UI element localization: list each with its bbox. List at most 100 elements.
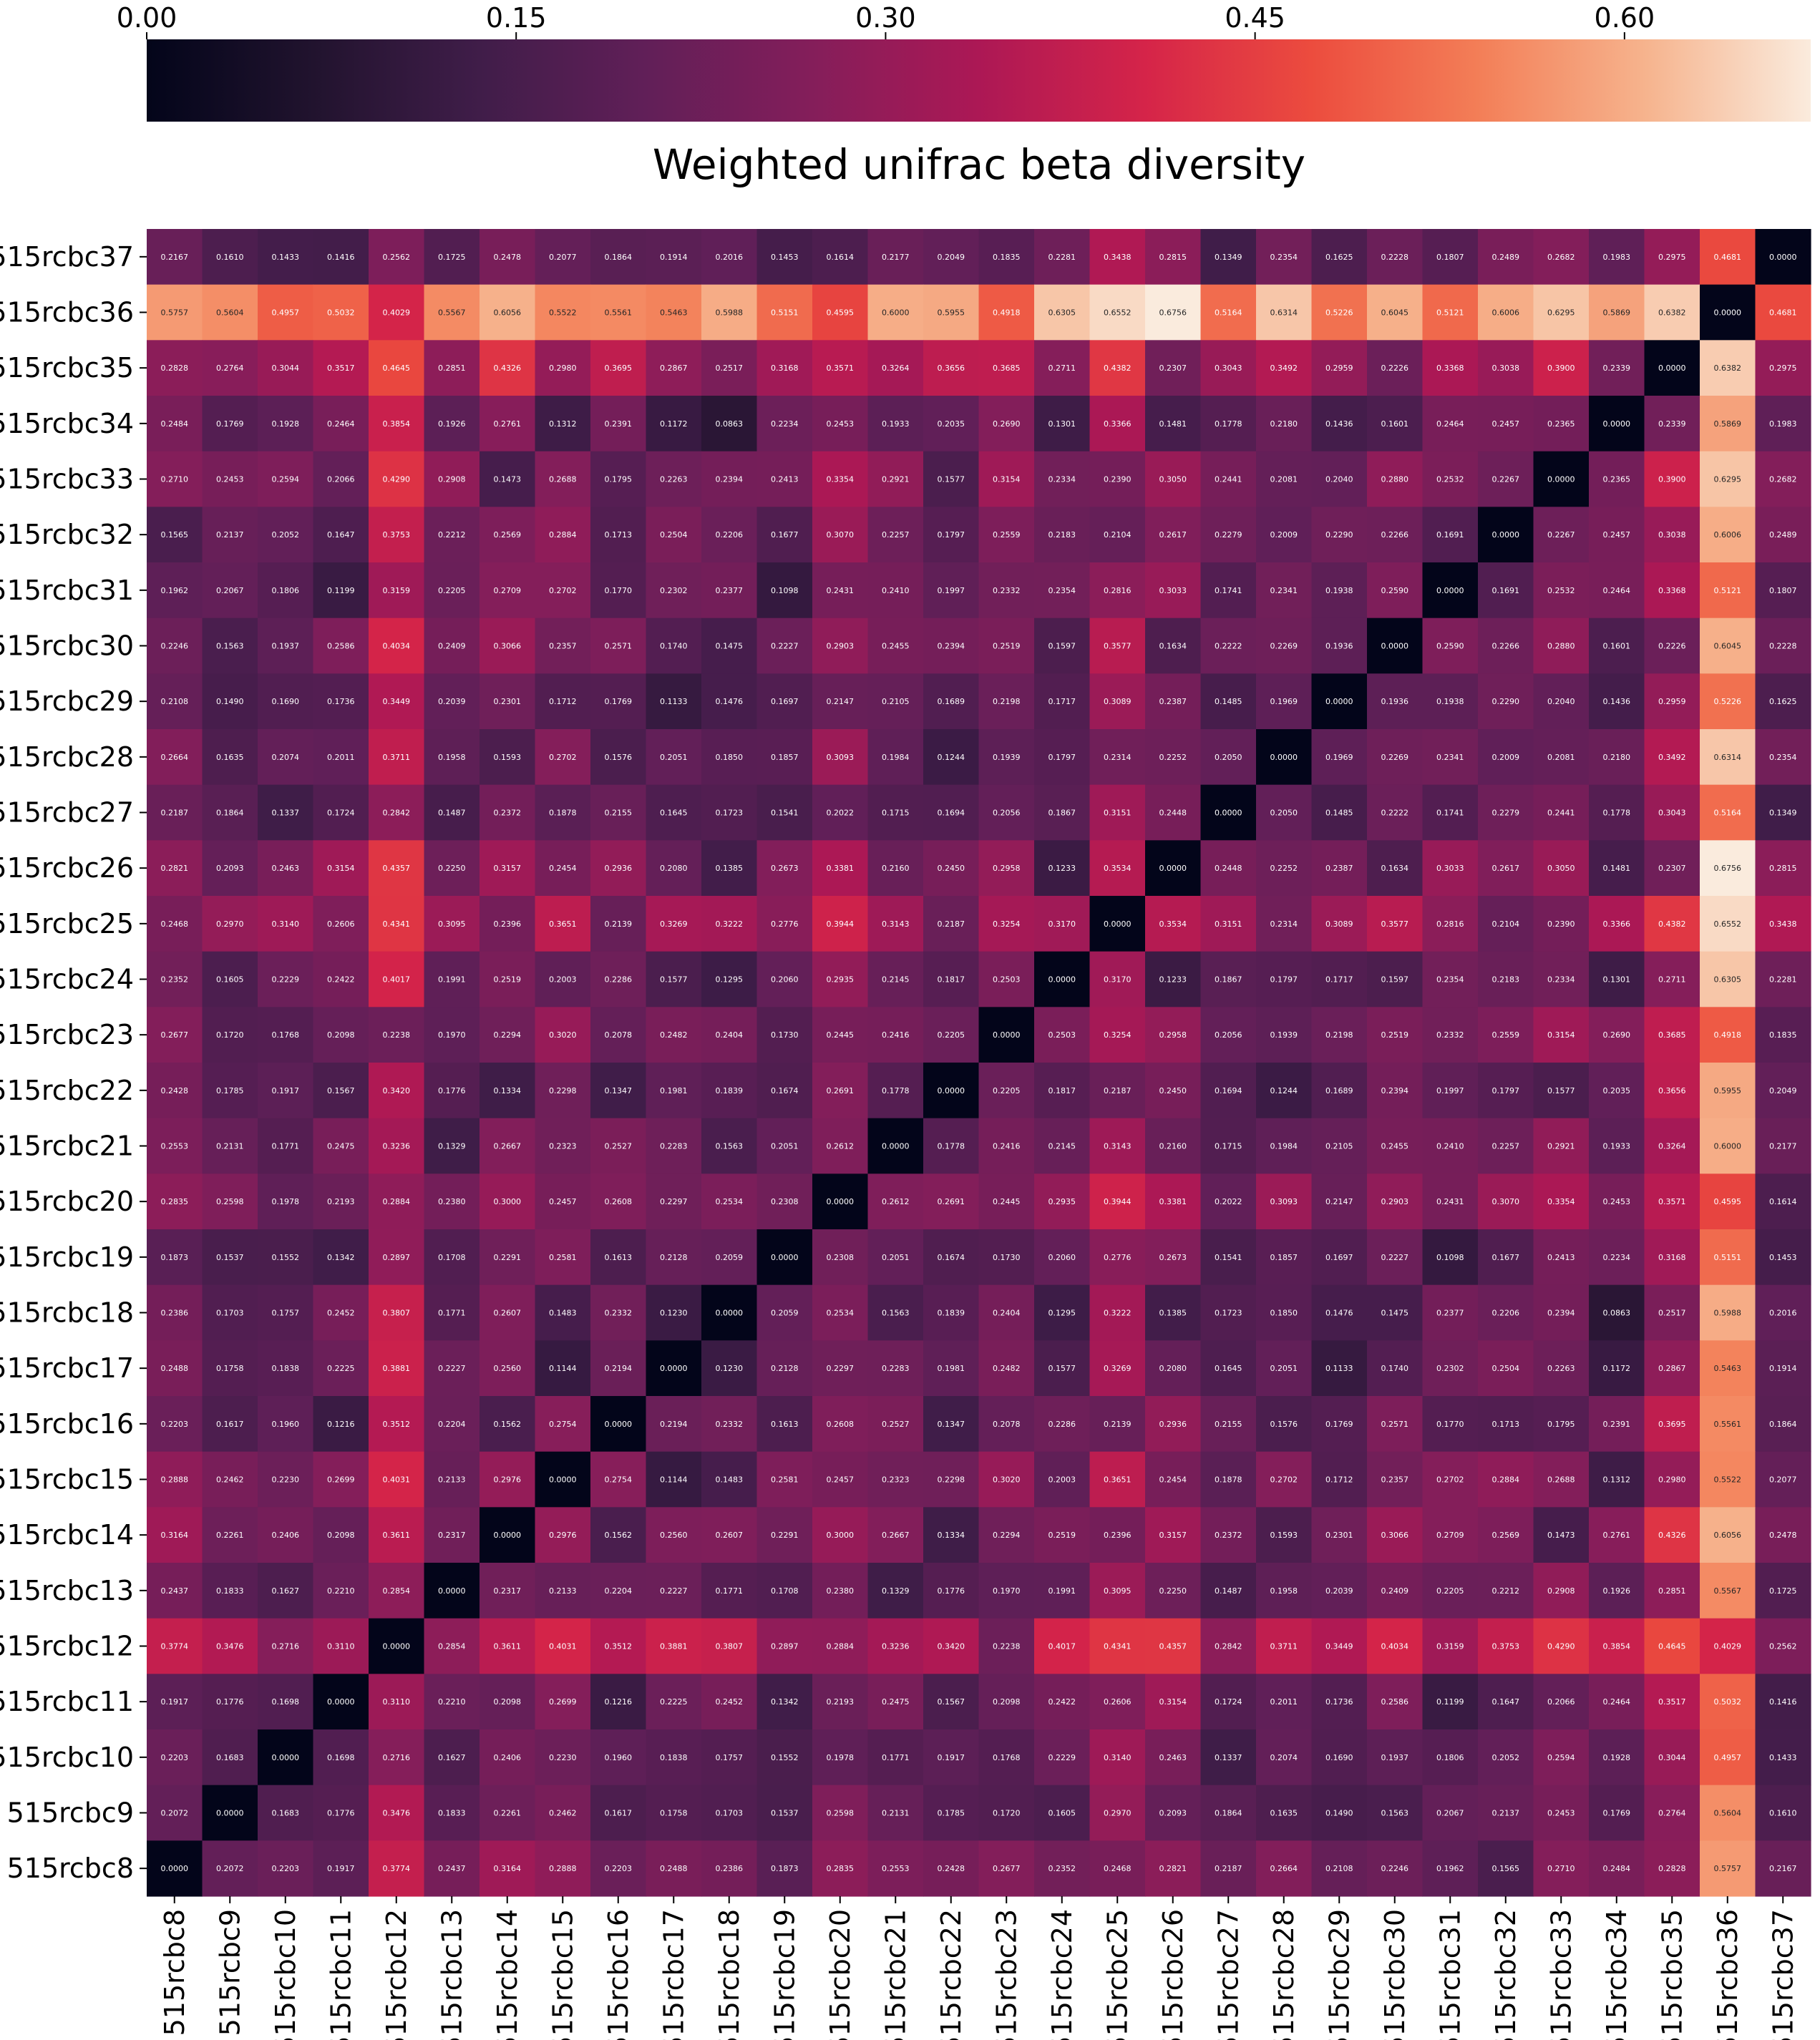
cell-value-label: 0.2066 [1547, 1697, 1575, 1707]
cell-value-label: 0.1453 [771, 253, 799, 262]
y-tick-label: 515rcbc31 [0, 575, 134, 606]
cell-value-label: 0.1144 [660, 1475, 688, 1485]
cell-value-label: 0.1776 [438, 1086, 466, 1095]
heatmap-cell [313, 840, 369, 897]
cell-value-label: 0.3534 [1159, 919, 1187, 929]
heatmap-cell [258, 229, 314, 285]
heatmap-cell [202, 507, 258, 563]
heatmap-cell [1644, 562, 1700, 619]
cell-value-label: 0.2453 [1547, 1809, 1575, 1818]
cell-value-label: 0.1567 [938, 1697, 965, 1707]
heatmap-cell [1034, 1007, 1091, 1063]
heatmap-cell [202, 340, 258, 396]
cell-value-label: 0.1481 [1603, 864, 1631, 873]
cell-value-label: 0.3236 [882, 1642, 910, 1651]
cell-value-label: 0.1473 [1547, 1531, 1575, 1540]
cell-value-label: 0.1342 [771, 1697, 799, 1707]
heatmap-cell [923, 729, 980, 786]
heatmap-cell [1200, 1618, 1257, 1674]
colorbar: 0.00 0.15 0.30 0.45 0.60 [117, 2, 1811, 122]
heatmap-cell [1755, 1396, 1811, 1453]
heatmap-cell [202, 396, 258, 452]
cell-value-label: 0.2452 [327, 1309, 355, 1318]
colorbar-ticks: 0.00 0.15 0.30 0.45 0.60 [117, 2, 1655, 39]
heatmap-cell [1644, 1674, 1700, 1730]
heatmap-cell [867, 1618, 924, 1674]
cell-value-label: 0.2532 [1436, 475, 1464, 484]
heatmap-cell [1034, 1340, 1091, 1397]
cell-value-label: 0.5463 [660, 308, 688, 318]
heatmap-cell [1034, 451, 1091, 507]
cell-value-label: 0.2764 [1658, 1809, 1686, 1818]
heatmap-cell [258, 1563, 314, 1619]
heatmap-cell [313, 1451, 369, 1508]
cell-value-label: 0.2453 [216, 475, 244, 484]
heatmap-cell [867, 840, 924, 897]
cell-value-label: 0.2039 [438, 697, 466, 706]
heatmap-cell [1533, 1729, 1590, 1786]
heatmap-cell [590, 840, 647, 897]
cell-value-label: 0.1349 [1769, 809, 1797, 818]
heatmap-cell [756, 618, 813, 674]
cell-value-label: 0.2478 [1769, 1531, 1797, 1540]
heatmap-cell [812, 340, 869, 396]
heatmap-cell [1311, 229, 1368, 285]
heatmap-cell [480, 1451, 536, 1508]
heatmap-cell [424, 1451, 480, 1508]
cell-value-label: 0.2682 [1769, 475, 1797, 484]
heatmap-cell [1034, 784, 1091, 841]
cell-value-label: 0.5955 [938, 308, 965, 318]
cell-value-label: 0.1991 [438, 975, 466, 985]
cell-value-label: 0.0000 [1381, 642, 1409, 651]
heatmap-cell [1755, 562, 1811, 619]
cell-value-label: 0.2160 [1159, 1142, 1187, 1151]
heatmap-cell [1700, 1507, 1756, 1563]
cell-value-label: 0.3611 [383, 1531, 411, 1540]
cell-value-label: 0.2035 [938, 419, 965, 429]
heatmap-cell [1311, 784, 1368, 841]
cell-value-label: 0.1795 [1547, 1420, 1575, 1429]
heatmap-cell [1311, 1340, 1368, 1397]
heatmap-cell [978, 451, 1035, 507]
heatmap-cell [923, 1840, 980, 1897]
cell-value-label: 0.4290 [383, 475, 411, 484]
heatmap-cell [313, 1063, 369, 1119]
cell-value-label: 0.2040 [1547, 697, 1575, 706]
cell-value-label: 0.2281 [1769, 975, 1797, 985]
heatmap-cell [646, 896, 702, 952]
heatmap-cell [313, 1840, 369, 1897]
cell-value-label: 0.3222 [1104, 1309, 1132, 1318]
cell-value-label: 0.2454 [549, 864, 577, 873]
cell-value-label: 0.2105 [882, 697, 910, 706]
heatmap-cell [812, 562, 869, 619]
heatmap-cell [701, 951, 758, 1007]
cell-value-label: 0.2234 [1603, 1253, 1631, 1262]
heatmap-cell [1478, 1396, 1534, 1453]
heatmap-cell [1034, 1173, 1091, 1230]
heatmap-cell [1311, 618, 1368, 674]
heatmap-cell [369, 951, 425, 1007]
heatmap-cell [1533, 1451, 1590, 1508]
colorbar-tick-label: 0.45 [1225, 2, 1285, 34]
heatmap-cell [1145, 729, 1202, 786]
cell-value-label: 0.2431 [1436, 1197, 1464, 1206]
heatmap-cell [424, 451, 480, 507]
cell-value-label: 0.2226 [1658, 642, 1686, 651]
cell-value-label: 0.1563 [1381, 1809, 1409, 1818]
heatmap-cell [1145, 396, 1202, 452]
heatmap-cell [1478, 562, 1534, 619]
heatmap-cell [756, 1063, 813, 1119]
cell-value-label: 0.3143 [1104, 1142, 1132, 1151]
heatmap-cell [1589, 1007, 1645, 1063]
heatmap-cell [701, 396, 758, 452]
heatmap-cell [701, 1618, 758, 1674]
cell-value-label: 0.3168 [771, 363, 799, 373]
cell-value-label: 0.2416 [882, 1030, 910, 1040]
heatmap-cell [978, 229, 1035, 285]
cell-value-label: 0.2059 [716, 1253, 744, 1262]
cell-value-label: 0.2298 [549, 1086, 577, 1095]
heatmap-cell [369, 1063, 425, 1119]
heatmap-cell [978, 562, 1035, 619]
cell-value-label: 0.3154 [327, 864, 355, 873]
